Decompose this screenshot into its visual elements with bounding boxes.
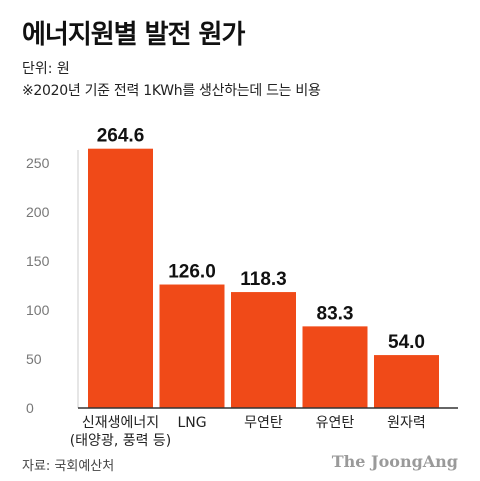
unit-label: 단위: 원 [22, 61, 70, 77]
value-label-4: 54.0 [388, 332, 425, 353]
bar-1 [159, 284, 225, 408]
chart-title: 에너지원별 발전 원가 [22, 20, 245, 50]
category-label-4: 원자력 [387, 415, 426, 431]
value-label-1: 126.0 [168, 262, 216, 283]
y-tick-label: 0 [26, 400, 34, 416]
y-tick-label: 250 [26, 155, 50, 171]
y-tick-label: 100 [26, 302, 50, 318]
bar-3 [302, 326, 368, 408]
bar-2 [231, 292, 296, 408]
value-label-0: 264.6 [97, 126, 145, 147]
category-label-0: (태양광, 풍력 등) [70, 433, 172, 449]
brand-logo: The JoongAng [331, 452, 458, 471]
y-tick-label: 150 [26, 253, 50, 269]
value-label-2: 118.3 [240, 269, 287, 290]
bar-4 [374, 355, 439, 408]
value-label-3: 83.3 [317, 303, 354, 324]
bar-0 [88, 148, 153, 408]
category-label-2: 무연탄 [244, 415, 283, 431]
y-tick-label: 200 [26, 204, 50, 220]
category-label-0: 신재생에너지 [82, 415, 159, 431]
category-label-3: 유연탄 [316, 415, 355, 431]
footnote-label: ※2020년 기준 전력 1KWh를 생산하는데 드는 비용 [22, 83, 321, 99]
source-label: 자료: 국회예산처 [22, 459, 115, 474]
y-tick-label: 50 [26, 351, 42, 367]
category-label-1: LNG [177, 415, 206, 431]
